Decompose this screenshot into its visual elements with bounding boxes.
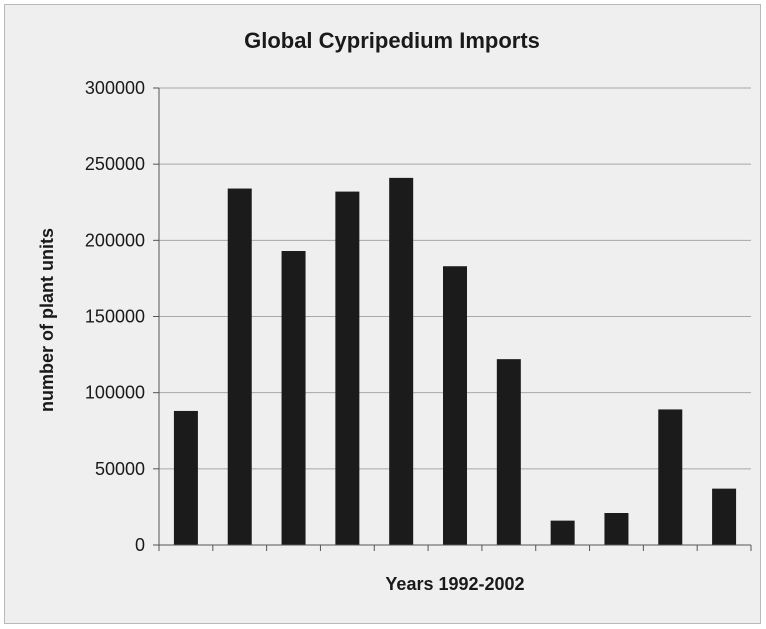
bar-1998 [496,359,521,545]
bar-1994 [281,250,306,545]
chart-frame [4,4,761,624]
y-tick-label: 250000 [85,154,145,174]
bar-1995 [335,191,360,545]
bar-2001 [658,409,683,545]
bar-2000 [604,513,629,545]
bar-1993 [227,188,252,546]
y-tick-label: 150000 [85,307,145,327]
y-axis-label: number of plant units [37,228,57,412]
y-tick-label: 50000 [95,459,145,479]
bar-1992 [173,410,198,545]
y-tick-label: 100000 [85,383,145,403]
bar-1996 [389,177,414,546]
y-tick-label: 0 [135,535,145,555]
chart-title: Global Cypripedium Imports [244,28,540,53]
bar-2002 [712,488,737,545]
axes [153,87,752,551]
bar-1999 [550,520,575,545]
bar-1997 [443,266,467,545]
x-axis-label: Years 1992-2002 [385,574,524,594]
y-tick-label: 300000 [85,78,145,98]
bars [173,177,737,546]
y-tick-labels: 0 50000 100000 150000 200000 250000 300000 [85,78,145,555]
y-tick-label: 200000 [85,230,145,250]
gridlines [159,87,751,470]
